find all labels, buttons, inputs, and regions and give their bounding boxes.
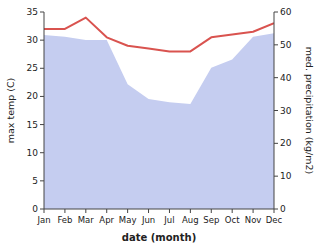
x-tick [211, 209, 212, 213]
y2-tick [274, 110, 278, 111]
y2-axis-label: med. precipitation (kg/m2) [304, 47, 315, 174]
x-tick-label: Oct [225, 215, 240, 225]
x-tick [44, 209, 45, 213]
y-tick [40, 96, 44, 97]
y-axis-line [44, 12, 45, 209]
x-tick [106, 209, 107, 213]
y2-tick [274, 44, 278, 45]
x-axis-line [44, 209, 274, 210]
temperature-line [44, 18, 274, 52]
x-tick-label: Mar [78, 215, 95, 225]
x-tick-label: Aug [182, 215, 199, 225]
y2-tick [274, 77, 278, 78]
y-tick [40, 40, 44, 41]
x-tick-label: Sep [203, 215, 219, 225]
y-tick-label: 20 [27, 91, 39, 101]
x-tick [127, 209, 128, 213]
x-tick-label: Jan [36, 215, 50, 225]
x-tick [64, 209, 65, 213]
plot-area [44, 18, 274, 209]
x-tick [253, 209, 254, 213]
x-axis-label: date (month) [122, 232, 196, 243]
x-tick [148, 209, 149, 213]
y-tick-label: 10 [27, 148, 39, 158]
y2-tick-label: 20 [280, 138, 292, 148]
x-tick [274, 209, 275, 213]
y-tick-label: 15 [27, 120, 38, 130]
precipitation-area [44, 33, 274, 209]
x-tick-label: Feb [57, 215, 72, 225]
y-tick [40, 209, 44, 210]
x-tick-label: Nov [245, 215, 262, 225]
y-tick-label: 25 [27, 63, 38, 73]
x-tick [169, 209, 170, 213]
y2-tick-label: 40 [280, 73, 292, 83]
y2-tick-label: 30 [280, 106, 292, 116]
y2-tick-label: 50 [280, 40, 292, 50]
y2-tick [274, 176, 278, 177]
x-tick-label: May [119, 215, 137, 225]
x-tick [232, 209, 233, 213]
y-tick-label: 5 [32, 176, 38, 186]
y-tick-label: 30 [27, 35, 39, 45]
y2-tick [274, 143, 278, 144]
y-tick [40, 152, 44, 153]
x-tick-label: Apr [99, 215, 114, 225]
y-tick [40, 12, 44, 13]
chart: 0 5 10 15 20 25 30 35 0 10 20 30 40 50 60 Jan Feb Mar Apr M… [0, 0, 318, 247]
y2-tick-label: 0 [280, 204, 286, 214]
x-tick-label: Jun [141, 215, 155, 225]
x-tick-label: Jul [163, 215, 174, 225]
y2-tick-label: 60 [280, 7, 292, 17]
y2-tick [274, 209, 278, 210]
y-tick-label: 35 [27, 7, 38, 17]
y2-tick [274, 12, 278, 13]
y2-tick-label: 10 [280, 171, 292, 181]
y-tick [40, 124, 44, 125]
y-tick [40, 68, 44, 69]
y-tick-label: 0 [32, 204, 38, 214]
x-tick-label: Dec [266, 215, 283, 225]
x-tick [85, 209, 86, 213]
y-axis-label: max temp (C) [5, 78, 16, 144]
y-tick [40, 180, 44, 181]
x-tick [190, 209, 191, 213]
